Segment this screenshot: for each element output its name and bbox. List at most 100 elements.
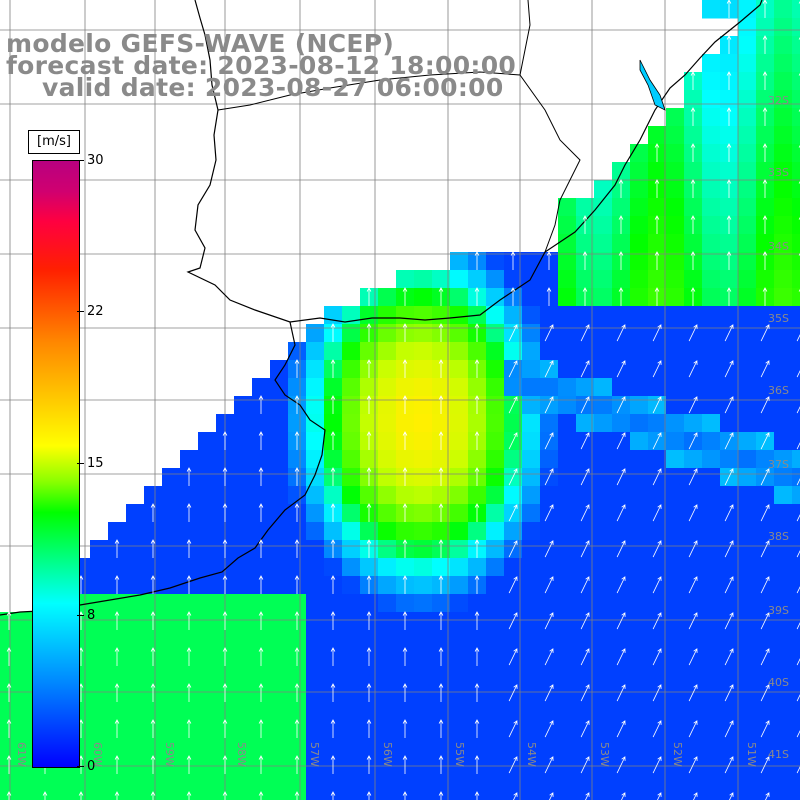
wind-cell bbox=[342, 414, 361, 433]
wind-cell bbox=[720, 378, 739, 397]
wind-arrow bbox=[508, 684, 518, 702]
wind-cell bbox=[576, 774, 595, 793]
wind-cell bbox=[252, 558, 271, 577]
wind-cell bbox=[234, 630, 253, 649]
wind-cell bbox=[558, 576, 577, 595]
wind-cell bbox=[774, 648, 793, 667]
wind-cell bbox=[180, 630, 199, 649]
wind-arrow bbox=[580, 648, 590, 666]
wind-cell bbox=[324, 666, 343, 685]
wind-cell bbox=[90, 612, 109, 631]
wind-cell bbox=[792, 234, 800, 253]
wind-arrows bbox=[6, 0, 800, 800]
wind-cell bbox=[630, 504, 649, 523]
wind-arrow bbox=[688, 360, 698, 378]
wind-cell bbox=[270, 666, 289, 685]
wind-arrow bbox=[544, 648, 554, 666]
wind-cell bbox=[432, 738, 451, 757]
wind-cell bbox=[630, 576, 649, 595]
wind-cell bbox=[504, 306, 523, 325]
wind-cell bbox=[792, 738, 800, 757]
wind-arrow bbox=[294, 791, 300, 800]
wind-cell bbox=[558, 612, 577, 631]
wind-arrow bbox=[366, 539, 372, 558]
wind-cell bbox=[378, 720, 397, 739]
wind-cell bbox=[594, 612, 613, 631]
wind-cell bbox=[450, 594, 469, 613]
longitude-label: 59W bbox=[163, 742, 176, 767]
wind-cell bbox=[522, 468, 541, 487]
wind-cell bbox=[756, 198, 775, 217]
wind-cell bbox=[666, 414, 685, 433]
wind-cell bbox=[486, 540, 505, 559]
wind-arrow bbox=[222, 647, 228, 666]
wind-cell bbox=[738, 486, 757, 505]
wind-arrow bbox=[222, 791, 228, 800]
wind-arrow bbox=[150, 647, 156, 666]
wind-cell bbox=[702, 216, 721, 235]
wind-cell bbox=[468, 558, 487, 577]
wind-cell bbox=[594, 738, 613, 757]
wind-cell bbox=[648, 702, 667, 721]
wind-arrow bbox=[726, 107, 732, 126]
wind-cell bbox=[0, 666, 19, 685]
wind-arrow bbox=[724, 720, 734, 738]
wind-cell bbox=[288, 666, 307, 685]
wind-cell bbox=[756, 594, 775, 613]
wind-cell bbox=[324, 594, 343, 613]
wind-cell bbox=[306, 396, 325, 415]
wind-cell bbox=[576, 270, 595, 289]
wind-cell bbox=[450, 270, 469, 289]
wind-arrow bbox=[438, 395, 444, 414]
wind-cell bbox=[450, 648, 469, 667]
wind-cell bbox=[234, 792, 253, 800]
wind-cell bbox=[774, 162, 793, 181]
wind-cell bbox=[0, 738, 19, 757]
wind-cell bbox=[630, 684, 649, 703]
wind-cell bbox=[738, 414, 757, 433]
wind-cell bbox=[414, 360, 433, 379]
wind-arrow bbox=[366, 323, 372, 342]
wind-cell bbox=[468, 594, 487, 613]
wind-cell bbox=[360, 774, 379, 793]
wind-cell bbox=[198, 756, 217, 775]
wind-cell bbox=[180, 702, 199, 721]
wind-cell bbox=[774, 684, 793, 703]
wind-cell bbox=[90, 738, 109, 757]
wind-cell bbox=[270, 648, 289, 667]
wind-cell bbox=[684, 126, 703, 145]
wind-arrow bbox=[760, 432, 770, 450]
wind-cell bbox=[486, 702, 505, 721]
wind-arrow bbox=[330, 359, 336, 378]
wind-arrow bbox=[258, 611, 264, 630]
wind-arrow bbox=[186, 755, 192, 774]
wind-cell bbox=[486, 360, 505, 379]
wind-cell bbox=[306, 576, 325, 595]
wind-cell bbox=[288, 738, 307, 757]
wind-arrow bbox=[726, 71, 732, 90]
wind-cell bbox=[18, 666, 37, 685]
wind-cell bbox=[378, 576, 397, 595]
wind-arrow bbox=[688, 684, 698, 702]
wind-cell bbox=[108, 702, 127, 721]
wind-cell bbox=[702, 378, 721, 397]
wind-cell bbox=[738, 90, 757, 109]
wind-cell bbox=[702, 306, 721, 325]
wind-arrow bbox=[693, 792, 698, 800]
wind-cell bbox=[342, 396, 361, 415]
wind-cell bbox=[702, 72, 721, 91]
wind-cell bbox=[396, 738, 415, 757]
wind-cell bbox=[360, 378, 379, 397]
wind-cell bbox=[792, 522, 800, 541]
wind-cell bbox=[576, 558, 595, 577]
wind-cell bbox=[720, 54, 739, 73]
wind-cell bbox=[594, 324, 613, 343]
wind-cell bbox=[792, 90, 800, 109]
wind-cell bbox=[648, 126, 667, 145]
wind-cell bbox=[486, 342, 505, 361]
wind-cell bbox=[288, 774, 307, 793]
wind-cell bbox=[630, 666, 649, 685]
wind-cell bbox=[468, 414, 487, 433]
wind-cell bbox=[342, 324, 361, 343]
wind-cell bbox=[648, 594, 667, 613]
